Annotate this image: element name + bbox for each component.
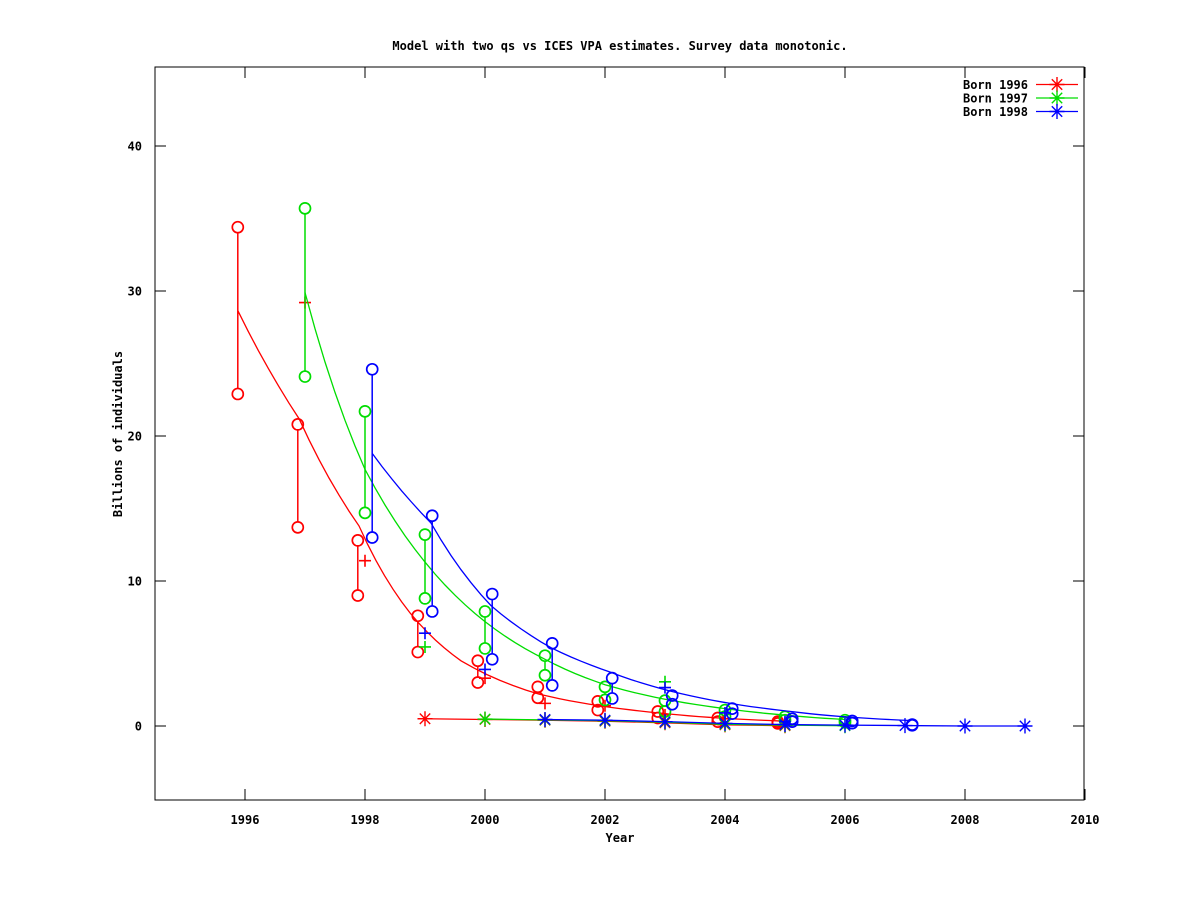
survey-lower-circle xyxy=(545,679,559,692)
survey-upper-circle xyxy=(351,534,365,547)
star-marker-icon xyxy=(957,718,973,734)
survey-upper-circle xyxy=(598,680,612,694)
star-marker-icon xyxy=(897,718,913,734)
vpa-plus-marker-icon xyxy=(659,681,671,694)
chart-title: Model with two qs vs ICES VPA estimates.… xyxy=(392,39,847,53)
x-tick-label: 2006 xyxy=(831,813,860,827)
star-marker-icon xyxy=(477,711,493,727)
series-born-1998 xyxy=(365,362,1033,734)
legend-star-icon xyxy=(1049,104,1065,119)
model-curve xyxy=(304,292,846,721)
chart-generated-layer: 1996 1998 2000 2002 2004 2006 2008 2010 0 10 20 30 4… xyxy=(128,66,1100,827)
legend-star-icon xyxy=(1049,90,1065,106)
survey-upper-circle xyxy=(358,405,372,418)
x-tick-label: 1996 xyxy=(231,813,260,827)
survey-lower-circle xyxy=(485,652,499,666)
survey-lower-circle xyxy=(471,676,485,689)
vpa-plus-marker-icon xyxy=(779,715,791,728)
vpa-plus-marker-icon xyxy=(479,663,491,676)
star-marker-icon xyxy=(537,711,553,727)
survey-lower-circle xyxy=(478,642,492,655)
survey-upper-circle xyxy=(725,702,739,715)
legend-sample-born-1997 xyxy=(1036,90,1078,106)
model-curve xyxy=(371,453,912,722)
survey-lower-circle xyxy=(531,691,545,705)
survey-upper-circle xyxy=(231,220,245,234)
survey-upper-circle xyxy=(538,649,552,663)
legend-sample-born-1998 xyxy=(1036,104,1078,119)
survey-upper-circle xyxy=(418,528,432,541)
legend-label-born-1996: Born 1996 xyxy=(963,78,1028,92)
y-tick-label: 20 xyxy=(128,430,142,444)
star-marker-icon xyxy=(837,717,853,733)
survey-lower-circle xyxy=(351,589,365,602)
plot-border xyxy=(154,66,1085,801)
vpa-plus-marker-icon xyxy=(539,697,551,710)
survey-upper-circle xyxy=(665,689,679,702)
x-tick-label: 2002 xyxy=(591,813,620,827)
star-marker-icon xyxy=(1017,718,1033,734)
survey-upper-circle xyxy=(605,671,619,685)
survey-upper-circle xyxy=(411,609,425,623)
x-tick-label: 1998 xyxy=(351,813,380,827)
survey-upper-circle xyxy=(485,587,499,601)
survey-lower-circle xyxy=(591,703,605,717)
y-tick-label: 10 xyxy=(128,575,142,589)
survey-lower-circle xyxy=(358,506,372,520)
y-tick-label: 0 xyxy=(135,720,142,734)
survey-lower-circle xyxy=(418,592,432,605)
survey-lower-circle xyxy=(651,711,665,725)
vpa-plus-marker-icon xyxy=(419,640,431,653)
x-tick-label: 2004 xyxy=(711,813,740,827)
legend-sample-born-1996 xyxy=(1036,77,1078,92)
legend: Born 1996 Born 1997 Born 1998 xyxy=(963,78,1028,119)
survey-upper-circle xyxy=(471,654,485,668)
survey-lower-circle xyxy=(291,520,305,534)
vpa-plus-marker-icon xyxy=(719,706,731,719)
legend-label-born-1997: Born 1997 xyxy=(963,92,1028,106)
survey-upper-circle xyxy=(591,694,605,708)
survey-lower-circle xyxy=(365,531,379,544)
x-tick-label: 2000 xyxy=(471,813,500,827)
axis-ticks xyxy=(155,67,1086,800)
survey-upper-circle xyxy=(545,636,559,650)
y-axis-label: Billions of individuals xyxy=(111,351,125,517)
star-marker-icon xyxy=(657,714,673,730)
survey-upper-circle xyxy=(365,362,379,376)
x-tick-label: 2010 xyxy=(1071,813,1100,827)
survey-upper-circle xyxy=(298,202,312,215)
star-marker-icon xyxy=(417,711,433,727)
survey-upper-circle xyxy=(291,418,305,431)
survey-lower-circle xyxy=(605,692,619,705)
survey-upper-circle xyxy=(478,605,492,618)
survey-upper-circle xyxy=(531,680,545,694)
survey-lower-circle xyxy=(425,605,439,618)
series-born-1996 xyxy=(231,220,793,734)
legend-star-icon xyxy=(1049,77,1065,92)
survey-lower-circle xyxy=(298,370,312,383)
vpa-plus-marker-icon xyxy=(359,554,371,567)
survey-lower-circle xyxy=(538,668,552,682)
x-tick-label: 2008 xyxy=(951,813,980,827)
star-marker-icon xyxy=(717,715,733,731)
legend-label-born-1998: Born 1998 xyxy=(963,105,1028,119)
survey-lower-circle xyxy=(598,693,612,707)
survey-lower-circle xyxy=(665,697,679,711)
survey-lower-circle xyxy=(411,645,425,659)
survey-upper-circle xyxy=(425,509,439,523)
y-tick-label: 30 xyxy=(128,285,142,299)
model-curve xyxy=(237,310,780,722)
vpa-plus-marker-icon xyxy=(419,627,431,640)
star-marker-icon xyxy=(597,712,613,728)
survey-upper-circle xyxy=(651,705,665,718)
x-axis-label: Year xyxy=(606,831,635,845)
y-tick-label: 40 xyxy=(128,140,142,154)
survey-lower-circle xyxy=(231,387,245,401)
